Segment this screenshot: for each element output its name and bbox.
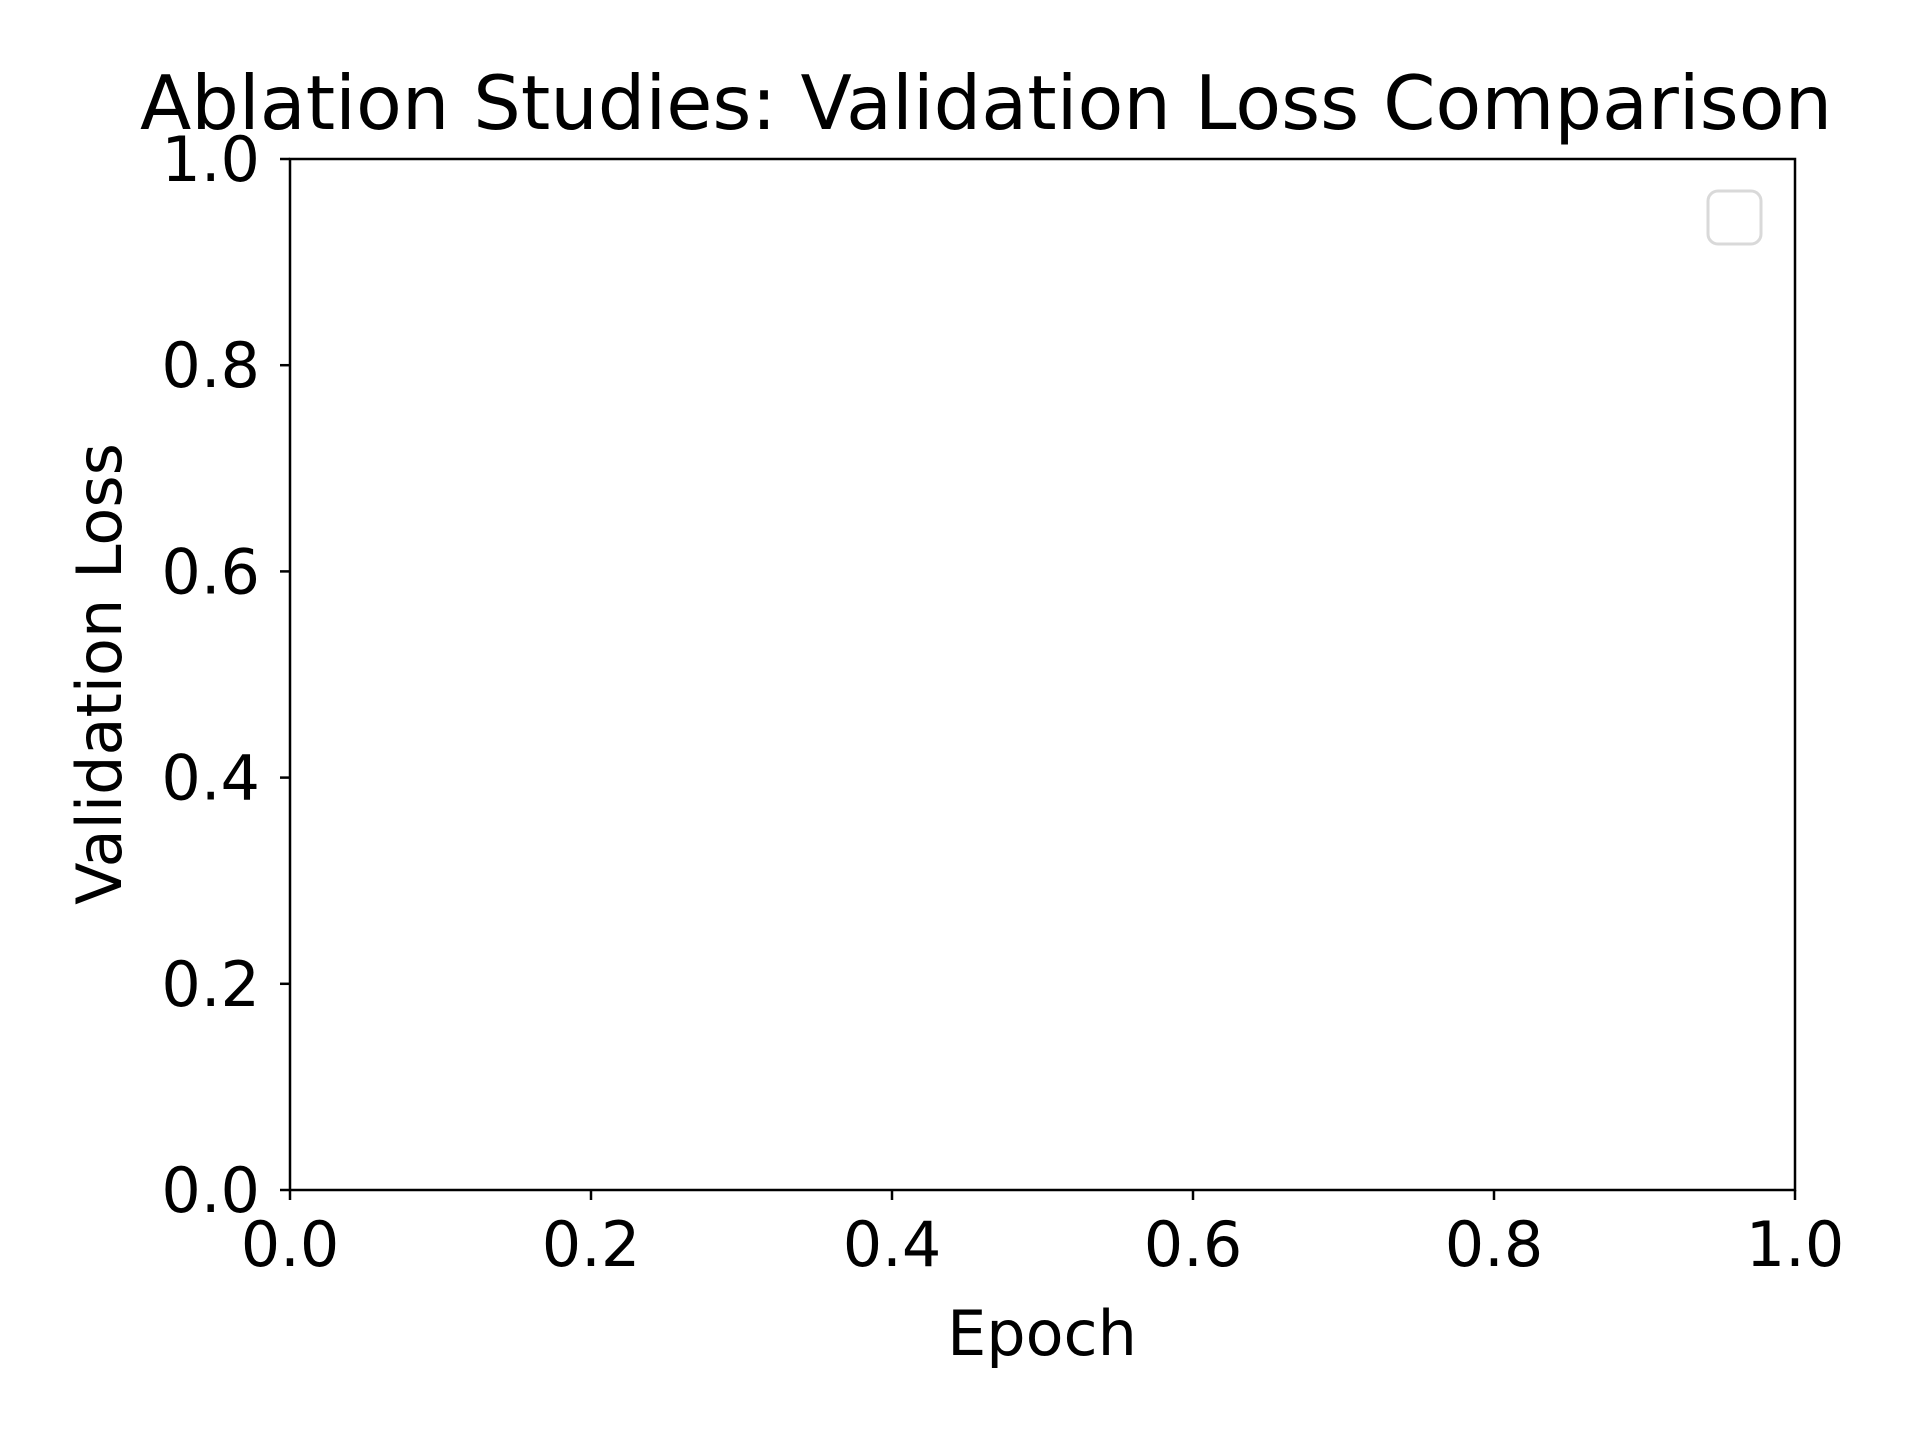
x-tick-label: 0.8 [1445, 1208, 1544, 1281]
y-tick-label: 0.4 [161, 742, 260, 815]
x-tick-label: 0.4 [843, 1208, 942, 1281]
y-tick-label: 1.0 [161, 123, 260, 196]
x-tick-label: 0.2 [542, 1208, 641, 1281]
y-tick-label: 0.6 [161, 535, 260, 608]
y-tick-label: 0.2 [161, 948, 260, 1021]
x-tick-label: 1.0 [1746, 1208, 1845, 1281]
legend-box [1706, 189, 1763, 246]
plot-area-frame [288, 157, 1797, 1192]
chart-title: Ablation Studies: Validation Loss Compar… [140, 59, 1832, 147]
x-tick-label: 0.6 [1144, 1208, 1243, 1281]
y-tick-label: 0.8 [161, 329, 260, 402]
x-tick-label: 0.0 [241, 1208, 340, 1281]
y-axis-label: Validation Loss [63, 443, 136, 905]
x-axis-label: Epoch [947, 1297, 1137, 1370]
y-tick-label: 0.0 [161, 1154, 260, 1227]
ticks-layer: 0.0 0.2 0.4 0.6 0.8 1.0 0.0 0.2 0.4 0.6 0.8 1.0 [161, 123, 1844, 1281]
